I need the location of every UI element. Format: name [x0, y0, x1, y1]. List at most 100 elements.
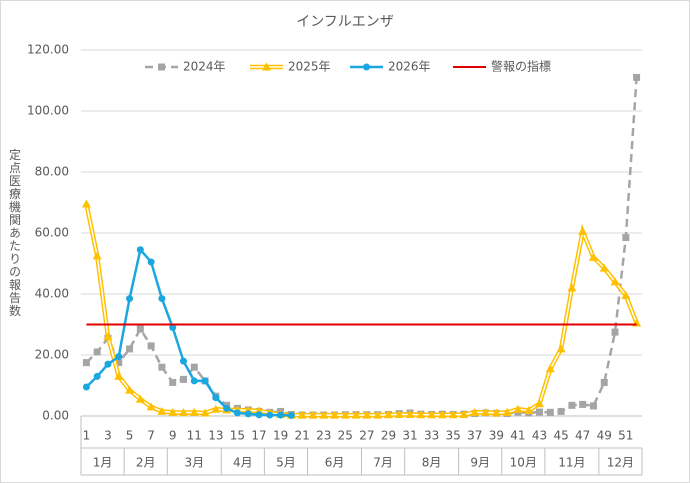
- x-tick-label: 41: [510, 429, 525, 443]
- y-tick-label: 60.00: [35, 226, 69, 240]
- marker: [546, 408, 554, 416]
- month-label: 8月: [422, 456, 442, 470]
- marker: [266, 411, 274, 419]
- month-label: 4月: [233, 456, 253, 470]
- marker: [567, 283, 577, 292]
- marker: [600, 378, 608, 386]
- x-tick-label: 9: [169, 429, 177, 443]
- y-tick-label: 100.00: [27, 104, 69, 118]
- legend-label: 2026年: [388, 60, 431, 74]
- legend-label: 警報の指標: [491, 59, 551, 74]
- marker: [481, 407, 491, 416]
- marker: [536, 408, 544, 416]
- month-label: 5月: [276, 456, 296, 470]
- y-tick-label: 20.00: [35, 348, 69, 362]
- series-line-inner: [85, 203, 638, 416]
- marker: [340, 410, 350, 419]
- x-tick-label: 1: [83, 429, 91, 443]
- marker: [169, 378, 177, 386]
- marker: [363, 63, 370, 71]
- marker: [470, 407, 480, 416]
- marker: [416, 410, 426, 419]
- marker: [158, 363, 166, 371]
- marker: [190, 377, 198, 385]
- marker: [287, 411, 295, 419]
- marker: [233, 409, 241, 417]
- marker: [308, 410, 318, 419]
- marker: [104, 360, 112, 368]
- month-label: 6月: [325, 456, 345, 470]
- marker: [147, 258, 155, 266]
- marker: [459, 409, 469, 418]
- month-label: 2月: [136, 456, 156, 470]
- x-tick-label: 5: [126, 429, 134, 443]
- marker: [319, 410, 329, 419]
- marker: [211, 404, 221, 413]
- x-tick-label: 49: [597, 429, 612, 443]
- marker: [125, 385, 135, 394]
- x-tick-label: 21: [295, 429, 310, 443]
- marker: [330, 410, 340, 419]
- x-tick-label: 3: [104, 429, 112, 443]
- marker: [599, 263, 609, 272]
- x-tick-label: 31: [402, 429, 417, 443]
- marker: [201, 377, 209, 385]
- y-axis-label: 定点医療機関あたりの報告数: [8, 147, 22, 317]
- x-tick-label: 39: [489, 429, 504, 443]
- marker: [556, 344, 566, 353]
- x-tick-label: 33: [424, 429, 439, 443]
- x-tick-label: 45: [553, 429, 568, 443]
- month-label: 7月: [373, 456, 393, 470]
- month-label: 1月: [93, 456, 113, 470]
- marker: [136, 325, 144, 333]
- x-tick-label: 13: [208, 429, 223, 443]
- marker: [633, 73, 641, 81]
- marker: [622, 234, 630, 242]
- chart-title: インフルエンザ: [296, 14, 394, 30]
- marker: [126, 345, 134, 353]
- marker: [135, 394, 145, 403]
- x-tick-label: 19: [273, 429, 288, 443]
- marker: [82, 359, 90, 367]
- legend-label: 2024年: [183, 60, 226, 74]
- marker: [362, 410, 372, 419]
- x-tick-label: 23: [316, 429, 331, 443]
- month-label: 12月: [607, 456, 634, 470]
- marker: [588, 252, 598, 261]
- marker: [502, 407, 512, 416]
- month-label: 3月: [184, 456, 204, 470]
- x-tick-label: 37: [467, 429, 482, 443]
- x-tick-label: 17: [251, 429, 266, 443]
- marker: [373, 410, 383, 419]
- marker: [158, 63, 165, 71]
- marker: [255, 411, 263, 419]
- marker: [126, 295, 134, 303]
- x-tick-label: 51: [618, 429, 633, 443]
- marker: [178, 408, 188, 417]
- y-tick-label: 40.00: [35, 287, 69, 301]
- marker: [81, 199, 91, 208]
- marker: [383, 410, 393, 419]
- month-label: 10月: [510, 456, 537, 470]
- marker: [589, 402, 597, 410]
- marker: [610, 277, 620, 286]
- marker: [103, 332, 113, 341]
- marker: [179, 375, 187, 383]
- month-label: 9月: [470, 456, 490, 470]
- marker: [82, 383, 90, 391]
- y-tick-label: 120.00: [27, 43, 69, 57]
- marker: [93, 372, 101, 380]
- marker: [115, 359, 123, 367]
- y-tick-label: 0.00: [42, 409, 69, 423]
- x-tick-label: 15: [230, 429, 245, 443]
- marker: [136, 246, 144, 254]
- marker: [579, 400, 587, 408]
- marker: [168, 407, 178, 416]
- y-tick-label: 80.00: [35, 165, 69, 179]
- marker: [244, 410, 252, 418]
- marker: [169, 324, 177, 332]
- marker: [157, 406, 167, 415]
- x-tick-label: 11: [187, 429, 202, 443]
- marker: [491, 408, 501, 417]
